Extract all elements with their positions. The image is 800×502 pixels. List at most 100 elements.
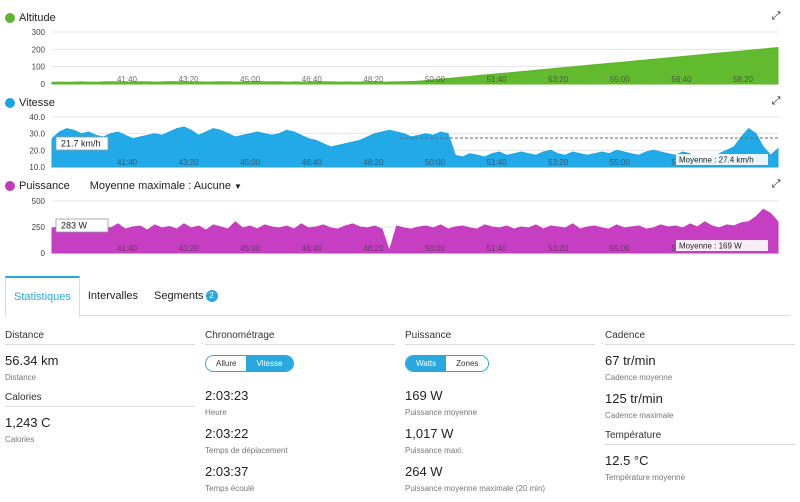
x-tick-label: 50:00 (425, 158, 446, 167)
stat-item: 67 tr/min Cadence moyenne (605, 353, 795, 382)
stats-section: Cadence 67 tr/min Cadence moyenne 125 tr/mi… (605, 330, 795, 420)
average-label-bg (676, 154, 768, 165)
y-tick-label: 100 (32, 63, 46, 72)
series-area (51, 208, 779, 254)
y-tick-label: 0 (41, 249, 46, 258)
stat-label: Heure (205, 408, 227, 417)
stat-value: 2:03:23 (205, 388, 249, 403)
average-label-bg (676, 240, 768, 251)
y-tick-label: 20.0 (29, 146, 45, 155)
x-tick-label: 48:20 (363, 158, 384, 167)
average-label: Moyenne : 27.4 km/h (676, 154, 768, 165)
stat-value: 2:03:22 (205, 426, 249, 441)
y-tick-label: 200 (32, 45, 46, 54)
stat-label: Cadence moyenne (605, 373, 673, 382)
stat-item: 125 tr/min Cadence maximale (605, 391, 795, 420)
x-tick-label: 56:40 (671, 75, 692, 84)
tooltip-box (55, 136, 109, 151)
y-tick-label: 500 (32, 197, 46, 206)
stat-label: Cadence maximale (605, 411, 674, 420)
stat-label: Temps écoulé (205, 484, 255, 493)
power-plot[interactable]: 500 250 0 41:40 43:20 45:00 46:40 48:20 50:00 51:… (0, 196, 800, 262)
x-tick-label: 46:40 (302, 158, 323, 167)
tooltip-box (55, 218, 109, 233)
expand-icon[interactable]: ⤢ (771, 178, 781, 190)
x-tick-label: 46:40 (302, 75, 323, 84)
stat-label: Température moyenne (605, 473, 686, 482)
toggle-option[interactable]: Vitesse (246, 356, 293, 371)
stat-label: Puissance maxi. (405, 446, 464, 455)
tab-label: Intervalles (87, 290, 139, 302)
power-title: Puissance (19, 180, 70, 192)
y-tick-label: 0 (41, 80, 46, 88)
speed-plot[interactable]: 40.0 30.0 20.0 10.0 41:40 43:20 45:00 46:40 48:2… (0, 111, 800, 173)
x-tick-label: 41:40 (117, 244, 138, 253)
speed-title: Vitesse (19, 97, 55, 109)
stat-item: 2:03:37 Temps écoulé (205, 464, 395, 493)
stats-column: Cadence 67 tr/min Cadence moyenne 125 tr/mi… (605, 330, 795, 491)
toggle-option[interactable]: Watts (406, 356, 447, 371)
section-title: Puissance (405, 330, 595, 345)
altitude-plot[interactable]: 300 200 100 0 41:40 43:20 45:00 46:40 48:20 50:00… (0, 26, 800, 88)
expand-icon[interactable]: ⤢ (771, 10, 781, 22)
x-tick-label: 41:40 (117, 158, 138, 167)
tab-segments[interactable]: Segments 2 (146, 276, 226, 316)
value-tooltip: 283 W (55, 218, 109, 233)
power-chart: Puissance Moyenne maximale : Aucune ▼ ⤢ 5… (0, 178, 800, 262)
stat-label: Puissance moyenne (405, 408, 478, 417)
stat-item: 12.5 °C Température moyenne (605, 453, 795, 482)
max-avg-dropdown[interactable]: Moyenne maximale : Aucune ▼ (90, 180, 242, 192)
unit-toggle: Allure Vitesse (205, 355, 294, 372)
max-avg-label: Moyenne maximale : Aucune (89, 180, 232, 192)
toggle-option[interactable]: Zones (446, 356, 489, 371)
x-tick-label: 53:20 (548, 75, 569, 84)
tab-intervalles[interactable]: Intervalles (80, 276, 146, 316)
tab-statistiques[interactable]: Statistiques (5, 276, 80, 317)
power-dot (5, 181, 15, 191)
power-header: Puissance Moyenne maximale : Aucune ▼ (0, 178, 242, 194)
x-tick-label: 43:20 (179, 244, 200, 253)
x-tick-label: 41:40 (117, 75, 138, 84)
x-tick-label: 58:20 (733, 75, 754, 84)
section-title: Température (605, 430, 795, 445)
y-tick-label: 250 (32, 223, 46, 232)
segments-count-badge: 2 (205, 290, 218, 302)
stat-item: 169 W Puissance moyenne (405, 388, 595, 417)
series-area (51, 47, 779, 85)
stat-value: 1,243 C (5, 415, 51, 430)
stat-value: 125 tr/min (605, 391, 663, 406)
stat-label: Temps de déplacement (205, 446, 288, 455)
tooltip-text: 283 W (61, 221, 88, 231)
section-title: Cadence (605, 330, 795, 345)
y-tick-label: 10.0 (29, 163, 45, 172)
y-tick-label: 300 (32, 28, 46, 37)
altitude-chart: Altitude ⤢ 300 200 100 0 41:40 43:20 45:00 46:4… (0, 10, 800, 88)
stat-item: 2:03:23 Heure (205, 388, 395, 417)
stat-value: 169 W (405, 388, 443, 403)
x-tick-label: 50:00 (425, 75, 446, 84)
series-area (51, 126, 779, 168)
stat-item: 56.34 km Distance (5, 353, 195, 382)
value-tooltip: 21.7 km/h (55, 136, 109, 151)
x-tick-label: 46:40 (302, 244, 323, 253)
expand-icon[interactable]: ⤢ (771, 95, 781, 107)
x-tick-label: 45:00 (240, 158, 261, 167)
stat-value: 1,017 W (405, 426, 454, 441)
stat-item: 1,017 W Puissance maxi. (405, 426, 595, 455)
x-tick-label: 43:20 (179, 75, 200, 84)
stat-value: 264 W (405, 464, 443, 479)
x-tick-label: 55:00 (610, 75, 631, 84)
altitude-title: Altitude (19, 12, 56, 24)
x-tick-label: 48:20 (363, 75, 384, 84)
stat-value: 67 tr/min (605, 353, 656, 368)
stat-value: 56.34 km (5, 353, 59, 368)
x-tick-label: 50:00 (425, 244, 446, 253)
average-label-text: Moyenne : 27.4 km/h (679, 156, 754, 165)
x-tick-label: 51:40 (487, 158, 508, 167)
stat-value: 12.5 °C (605, 453, 649, 468)
toggle-option[interactable]: Allure (206, 356, 247, 371)
stat-label: Puissance moyenne maximale (20 min) (405, 484, 546, 493)
stat-item: 264 W Puissance moyenne maximale (20 min) (405, 464, 595, 493)
x-tick-label: 51:40 (487, 244, 508, 253)
speed-dot (5, 98, 15, 108)
